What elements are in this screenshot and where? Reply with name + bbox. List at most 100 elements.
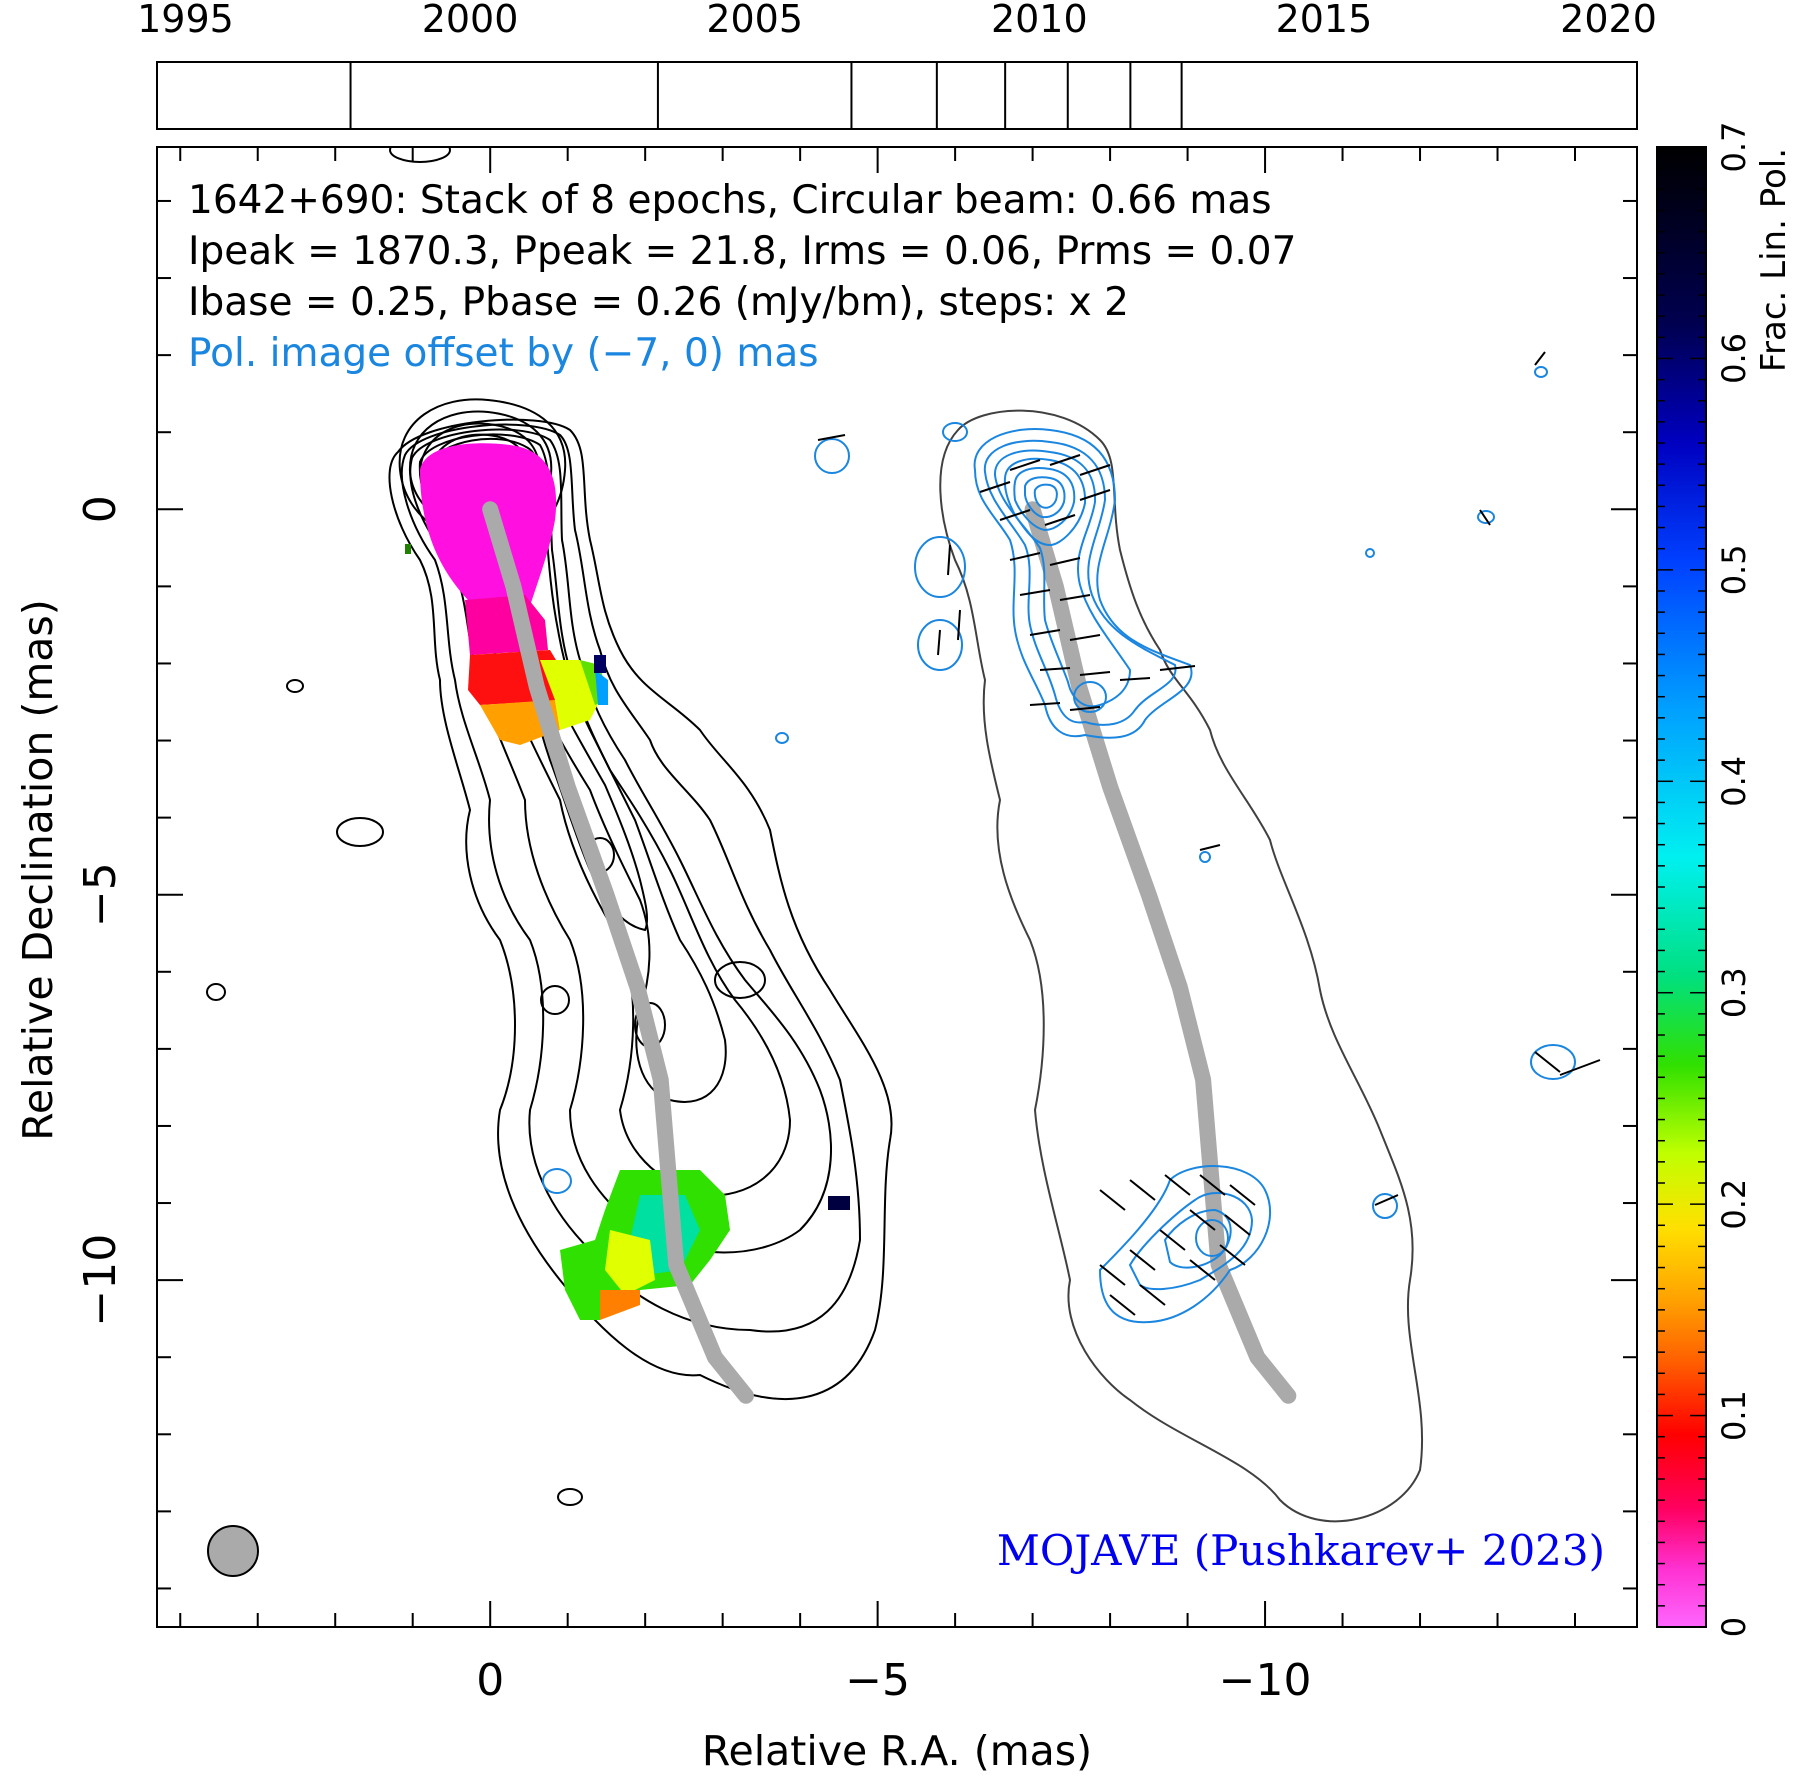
evpa-stick — [1164, 1174, 1191, 1196]
frac-pol-yellow-patch — [540, 660, 600, 730]
evpa-stick — [999, 509, 1031, 521]
frac-pol-dark-pixel — [594, 655, 606, 673]
epoch-timeline: 1995 2000 2005 2010 2015 2020 — [137, 0, 1657, 130]
evpa-stick — [1119, 677, 1151, 681]
colorbar: 0 0.1 0.2 0.3 0.4 0.5 0.6 0.7 Frac. Lin. Pol. — [1656, 122, 1794, 1637]
stokes-i-knot-3 — [714, 961, 766, 999]
epoch-timeline-frame — [156, 61, 1638, 130]
evpa-sticks — [817, 351, 1601, 1316]
colorbar-tick-label: 0.4 — [1715, 756, 1753, 807]
pol-contour-spot-7 — [1365, 548, 1375, 558]
pol-contour-blob-3 — [942, 422, 968, 442]
epoch-tick-label: 2010 — [991, 0, 1088, 41]
pol-contour-3 — [993, 449, 1132, 708]
evpa-stick — [1559, 1059, 1601, 1076]
map-content — [206, 147, 1601, 1577]
pol-contour-knot-3 — [1163, 1208, 1232, 1269]
evpa-stick — [1079, 489, 1111, 501]
evpa-stick — [1039, 667, 1071, 671]
pol-contour-7 — [1033, 483, 1058, 509]
evpa-stick — [937, 629, 941, 656]
stokes-i-contour-3 — [409, 428, 832, 1254]
stokes-i-knot-8 — [557, 1488, 583, 1506]
x-tick-label: −10 — [1219, 1655, 1312, 1706]
pol-contour-5 — [1013, 467, 1076, 532]
evpa-stick — [1029, 629, 1061, 636]
pol-contour-4 — [1003, 457, 1087, 547]
beam-ellipse — [207, 1525, 259, 1577]
evpa-stick — [1219, 1244, 1246, 1266]
evpa-stick — [1229, 1184, 1256, 1206]
evpa-stick — [1019, 589, 1051, 596]
evpa-stick — [1079, 464, 1111, 476]
frac-pol-knot-dark — [828, 1196, 850, 1210]
evpa-stick — [1099, 1264, 1126, 1286]
evpa-stick — [1129, 1179, 1156, 1201]
evpa-stick — [1009, 552, 1041, 561]
header-line-3: Ibase = 0.25, Pbase = 0.26 (mJy/bm), ste… — [188, 280, 1129, 325]
stokes-i-knot-9 — [389, 147, 451, 163]
pol-contour-knot-4 — [1195, 1219, 1229, 1257]
stokes-i-knot-6 — [206, 983, 226, 1001]
stokes-i-knot-4 — [540, 985, 570, 1015]
x-tick-label: −5 — [845, 1655, 910, 1706]
evpa-stick — [1049, 454, 1081, 466]
colorbar-tick-label: 0 — [1715, 1617, 1753, 1637]
epoch-tick-label: 2015 — [1276, 0, 1373, 41]
pol-contour-knot-a — [1073, 681, 1107, 713]
evpa-stick — [957, 609, 961, 641]
frac-pol-inner-patch — [465, 595, 548, 655]
y-tick-label: −10 — [75, 1234, 126, 1327]
pol-contour-spot-2 — [1530, 1044, 1576, 1080]
stokes-i-contour-2 — [400, 423, 862, 1333]
evpa-stick — [1479, 509, 1491, 526]
stokes-i-knot-5 — [336, 817, 384, 847]
epoch-tick-label: 2020 — [1560, 0, 1657, 41]
evpa-stick — [1079, 671, 1111, 676]
pol-contour-blob-2 — [917, 619, 963, 671]
evpa-stick — [1049, 557, 1081, 566]
pol-contour-spot-3 — [1372, 1193, 1398, 1219]
map-frame — [156, 146, 1638, 1628]
epoch-markers — [349, 62, 1183, 129]
y-tick-label: 0 — [75, 495, 126, 523]
x-tick-label: 0 — [476, 1655, 504, 1706]
pol-contour-spot-9 — [1199, 851, 1211, 863]
evpa-stick — [1069, 706, 1101, 711]
evpa-stick — [1109, 1294, 1136, 1316]
pol-contour-spot-8 — [775, 732, 789, 744]
evpa-stick — [1139, 1284, 1166, 1306]
pol-contour-spot-1 — [814, 438, 850, 474]
axis-ticks — [157, 147, 1637, 1627]
map-panel: 0 −5 −10 0 −5 −10 1642+690: Stack of 8 epochs… — [14, 146, 1638, 1775]
pol-contour-6 — [1024, 476, 1066, 519]
epoch-tick-label: 2000 — [422, 0, 519, 41]
colorbar-tick-label: 0.6 — [1715, 333, 1753, 384]
fractional-pol-map — [405, 443, 850, 1320]
header-line-1: 1642+690: Stack of 8 epochs, Circular be… — [188, 178, 1272, 223]
pol-contour-spot-6 — [1477, 510, 1495, 524]
evpa-stick — [1374, 1194, 1399, 1206]
colorbar-label: Frac. Lin. Pol. — [1754, 148, 1794, 372]
pol-contour-knot-2 — [1128, 1191, 1254, 1291]
colorbar-tick-label: 0.2 — [1715, 1179, 1753, 1230]
evpa-stick — [1189, 1259, 1216, 1281]
frac-pol-knot-orange — [600, 1290, 640, 1320]
colorbar-tick-label: 0.7 — [1715, 122, 1753, 173]
y-tick-label: −5 — [75, 862, 126, 927]
frac-pol-core-green — [405, 544, 411, 554]
header-line-2: Ipeak = 1870.3, Ppeak = 21.8, Irms = 0.0… — [188, 229, 1296, 274]
pol-contour-spot-4 — [542, 1168, 572, 1194]
colorbar-ticks: 0 0.1 0.2 0.3 0.4 0.5 0.6 0.7 — [1657, 122, 1753, 1637]
stokes-i-contour-outer — [388, 418, 893, 1400]
pol-contour-blob-1 — [914, 536, 966, 598]
evpa-stick — [1099, 1189, 1126, 1211]
evpa-stick — [979, 481, 1011, 493]
evpa-stick — [1009, 459, 1041, 471]
jet-ridgeline-offset — [1024, 501, 1297, 1404]
stokes-i-knot-7 — [286, 679, 304, 693]
frac-pol-knot-yellow — [605, 1230, 655, 1295]
evpa-stick — [1534, 351, 1546, 366]
evpa-stick — [1069, 634, 1101, 641]
